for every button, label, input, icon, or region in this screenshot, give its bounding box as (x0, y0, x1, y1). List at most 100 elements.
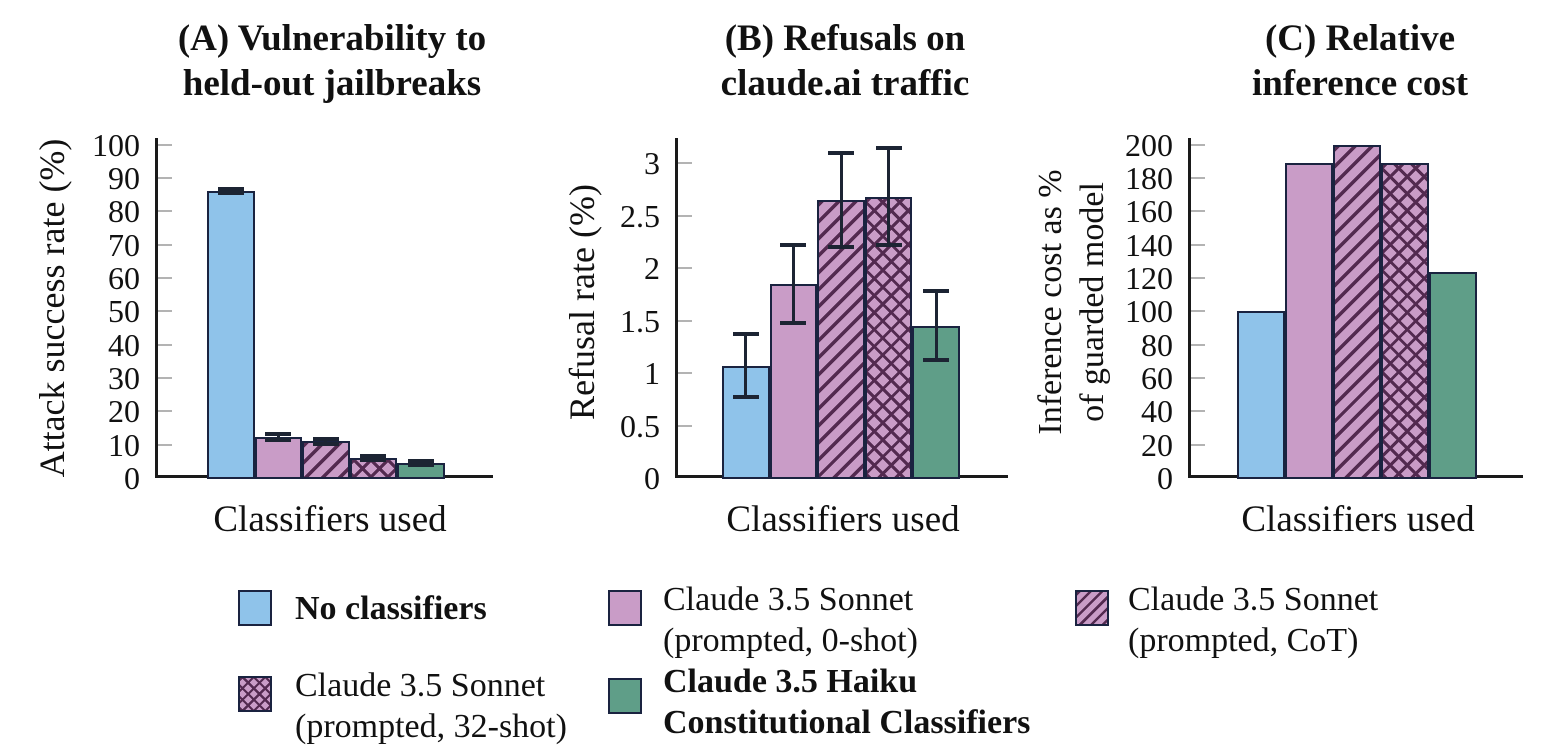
panel-A-ytick-label: 20 (108, 393, 140, 430)
panel-B-bar-sonnet-prompted-cot (817, 199, 865, 479)
legend-label-sonnet-prompted-cot-line2: (prompted, CoT) (1128, 622, 1359, 659)
panel-b-title-line1: (B) Refusals on (724, 18, 966, 59)
panel-B-errorbar-cap (923, 289, 950, 294)
panel-B-ytick-mark-1 (678, 372, 692, 374)
panel-b-title: (B) Refusals on claude.ai traffic (625, 16, 1065, 106)
panel-A-errorbar-cap (217, 187, 244, 192)
panel-B-errorbar-cap (828, 245, 854, 249)
panel-B-ytick-mark-1.5 (678, 319, 692, 322)
panel-A-ytick-label: 50 (108, 293, 140, 330)
panel-b-xlabel: Classifiers used (726, 499, 960, 540)
panel-B-ytick-label: 1.5 (620, 302, 660, 339)
panel-C-ytick-mark-40 (1191, 410, 1205, 413)
panel-c-title: (C) Relative inference cost (1140, 16, 1564, 106)
panel-A-errorbar-cap (360, 458, 387, 463)
panel-a-xlabel: Classifiers used (213, 499, 447, 540)
panel-C-bar-no-classifiers (1237, 311, 1285, 479)
panel-A-ytick-mark-90 (158, 176, 172, 179)
panel-a-title-line2: held-out jailbreaks (182, 63, 482, 104)
panel-A-errorbar-cap (360, 453, 387, 458)
panel-B-errorbar-sonnet-prompted-32-shot (887, 148, 891, 245)
panel-B-errorbar-cap (780, 242, 807, 247)
panel-A-ytick-mark-80 (158, 210, 172, 213)
legend-label-sonnet-prompted-0-shot-line1: Claude 3.5 Sonnet (663, 581, 914, 618)
panel-A-ytick-mark-50 (158, 310, 172, 313)
panel-C-bar-sonnet-prompted-0-shot (1285, 162, 1333, 479)
panel-A-errorbar-sonnet-prompted-0-shot (276, 433, 280, 440)
panel-A-ytick-mark-60 (158, 276, 172, 279)
panel-C-bar-sonnet-prompted-32-shot (1381, 162, 1429, 479)
panel-A-ytick-mark-100 (158, 143, 172, 146)
panel-B-errorbar-no-classifiers (744, 334, 748, 398)
legend-label-sonnet-prompted-32-shot: Claude 3.5 Sonnet (prompted, 32-shot) (295, 665, 567, 747)
panel-A-bar-sonnet-prompted-cot (302, 441, 350, 479)
panel-A-errorbar-cap (407, 463, 434, 468)
panel-A-errorbar-cap (265, 437, 292, 442)
legend-label-sonnet-prompted-0-shot: Claude 3.5 Sonnet (prompted, 0-shot) (663, 579, 918, 661)
legend-label-haiku-constitutional-classifiers-line1: Claude 3.5 Haiku (663, 663, 918, 700)
panel-B-ytick-mark-0.5 (678, 424, 692, 427)
panel-A-ytick-mark-20 (158, 410, 172, 413)
panel-C-ytick-label: 180 (1125, 159, 1173, 196)
panel-C-ytick-label: 20 (1141, 426, 1173, 463)
panel-a-title: (A) Vulnerability to held-out jailbreaks (112, 16, 552, 106)
panel-B-errorbar-cap (875, 242, 902, 247)
panel-A-ytick-label: 100 (92, 126, 140, 163)
panel-B-ytick-label: 0 (644, 460, 660, 496)
legend-label-sonnet-prompted-32-shot-line1: Claude 3.5 Sonnet (295, 667, 546, 704)
panel-B-errorbar-cap (732, 395, 759, 400)
panel-C-ytick-mark-60 (1191, 376, 1205, 379)
panel-B-errorbar-cap (828, 150, 854, 155)
panel-A-errorbar-cap (407, 459, 434, 464)
legend-swatch-sonnet-prompted-0-shot (608, 590, 642, 626)
panel-B-errorbar-sonnet-prompted-cot (839, 152, 843, 247)
panel-A-errorbar-cap (312, 436, 339, 441)
panel-A-ytick-label: 60 (108, 259, 140, 296)
panel-A-ytick-label: 40 (108, 326, 140, 363)
panel-C-ytick-mark-140 (1191, 243, 1205, 246)
panel-A-ytick-label: 30 (108, 359, 140, 396)
panel-C-ytick-mark-200 (1191, 143, 1205, 146)
panel-B-ytick-label: 2 (644, 250, 660, 286)
panel-A-ytick-mark-70 (158, 243, 172, 246)
legend-swatch-sonnet-prompted-32-shot (238, 676, 272, 712)
panel-a-plot (155, 138, 493, 478)
legend-label-haiku-constitutional-classifiers-line2: Constitutional Classifiers (663, 704, 1031, 741)
panel-C-ytick-label: 60 (1141, 359, 1173, 396)
panel-B-ytick-label: 1 (644, 355, 660, 391)
panel-A-ytick-mark-40 (158, 343, 172, 346)
panel-B-errorbar-cap (875, 146, 902, 151)
panel-C-bar-haiku-constitutional-classifiers (1429, 272, 1477, 479)
panel-B-errorbar-haiku-constitutional-classifiers (934, 291, 938, 361)
panel-A-errorbar-sonnet-prompted-cot (324, 438, 328, 444)
panel-C-ytick-label: 100 (1125, 293, 1173, 330)
panel-A-bar-sonnet-prompted-0-shot (254, 436, 302, 479)
legend-swatch-sonnet-prompted-cot (1075, 590, 1109, 626)
panel-C-ytick-mark-20 (1191, 443, 1205, 446)
panel-B-ytick-mark-3 (678, 162, 692, 164)
panel-C-ytick-label: 160 (1125, 193, 1173, 230)
panel-b-title-line2: claude.ai traffic (720, 63, 970, 104)
panel-C-ytick-mark-80 (1191, 343, 1205, 346)
legend-swatch-no-classifiers (238, 590, 272, 626)
panel-A-ytick-label: 70 (108, 226, 140, 263)
legend-label-haiku-constitutional-classifiers: Claude 3.5 Haiku Constitutional Classifie… (663, 661, 1030, 743)
panel-a-title-line1: (A) Vulnerability to (177, 18, 487, 59)
panel-B-ytick-mark-2.5 (678, 214, 692, 217)
panel-A-errorbar-cap (217, 191, 244, 196)
panel-A-ytick-mark-10 (158, 443, 172, 446)
panel-C-ytick-mark-160 (1191, 210, 1205, 213)
legend-label-no-classifiers: No classifiers (295, 588, 487, 629)
panel-C-bar-sonnet-prompted-cot (1333, 144, 1381, 479)
panel-A-ytick-mark-30 (158, 376, 172, 379)
legend-swatch-haiku-constitutional-classifiers (608, 678, 642, 714)
panel-A-errorbar-sonnet-prompted-32-shot (371, 455, 375, 461)
panel-C-ytick-label: 0 (1157, 460, 1173, 496)
panel-B-errorbar-cap (732, 332, 759, 337)
panel-B-ytick-label: 0.5 (620, 407, 660, 444)
panel-c-title-line2: inference cost (1251, 63, 1469, 104)
panel-B-ytick-mark-2 (678, 267, 692, 269)
panel-A-bar-no-classifiers (207, 191, 255, 479)
panel-A-bar-sonnet-prompted-32-shot (349, 457, 397, 479)
panel-A-ytick-label: 90 (108, 159, 140, 196)
